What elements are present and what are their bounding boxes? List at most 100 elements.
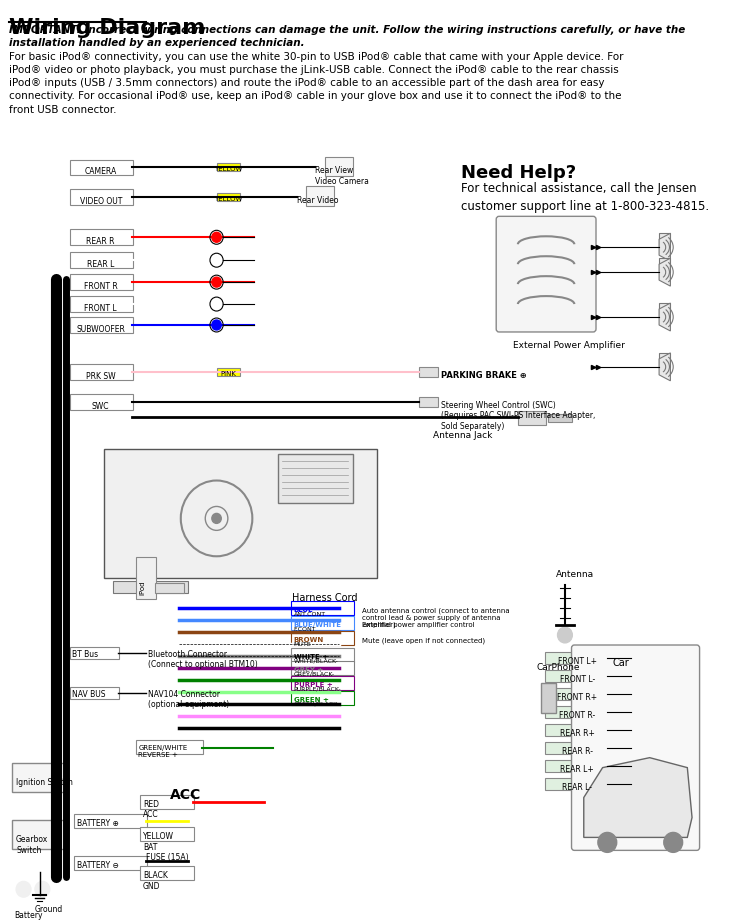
FancyBboxPatch shape — [140, 795, 194, 809]
FancyBboxPatch shape — [69, 317, 133, 333]
FancyBboxPatch shape — [291, 648, 354, 662]
Text: WHITE +: WHITE + — [294, 654, 328, 660]
Text: BLUE: BLUE — [294, 607, 313, 613]
FancyBboxPatch shape — [291, 631, 354, 645]
Bar — [113, 581, 188, 593]
Text: CarPhone: CarPhone — [537, 663, 580, 672]
Text: IMPORTANT: Incorrect wiring connections can damage the unit. Follow the wiring i: IMPORTANT: Incorrect wiring connections … — [9, 25, 686, 48]
Bar — [659, 353, 670, 367]
Text: REAR L: REAR L — [87, 260, 115, 269]
Text: MUTE: MUTE — [294, 642, 311, 647]
Text: SUBWOOFER: SUBWOOFER — [76, 325, 125, 334]
FancyBboxPatch shape — [545, 724, 609, 736]
Text: For technical assistance, call the Jensen
customer support line at 1-800-323-481: For technical assistance, call the Jense… — [461, 183, 710, 213]
FancyBboxPatch shape — [69, 687, 119, 699]
Text: Ignition Switch: Ignition Switch — [16, 777, 73, 786]
Text: PURPLE/BLACK-: PURPLE/BLACK- — [294, 687, 341, 692]
FancyBboxPatch shape — [12, 762, 68, 792]
Text: For basic iPod® connectivity, you can use the white 30-pin to USB iPod® cable th: For basic iPod® connectivity, you can us… — [9, 52, 624, 114]
Polygon shape — [584, 758, 692, 837]
FancyBboxPatch shape — [69, 189, 133, 206]
Circle shape — [212, 299, 221, 309]
Bar — [217, 194, 240, 201]
Text: ANT.CONT: ANT.CONT — [294, 612, 326, 617]
Text: FRONT L: FRONT L — [85, 304, 117, 313]
Text: REAR R+: REAR R+ — [559, 728, 595, 738]
Text: REAR L+: REAR L+ — [560, 764, 594, 774]
Text: Ground: Ground — [35, 905, 63, 915]
FancyBboxPatch shape — [69, 647, 119, 659]
Text: BT Bus: BT Bus — [72, 650, 99, 659]
Bar — [156, 584, 183, 593]
Text: FUSE (15A): FUSE (15A) — [146, 854, 189, 862]
Text: GREEN +: GREEN + — [294, 697, 328, 703]
FancyBboxPatch shape — [140, 867, 194, 881]
FancyBboxPatch shape — [545, 688, 609, 700]
Text: REAR R: REAR R — [87, 237, 115, 246]
FancyBboxPatch shape — [69, 160, 133, 175]
Circle shape — [664, 833, 683, 852]
FancyBboxPatch shape — [291, 661, 354, 675]
Text: FRONT L-: FRONT L- — [559, 675, 595, 684]
Text: BLACK
GND: BLACK GND — [143, 871, 168, 891]
Text: RED
ACC: RED ACC — [143, 799, 159, 819]
Text: Auto antenna control (connect to antenna
control lead & power supply of antenna
: Auto antenna control (connect to antenna… — [362, 607, 510, 628]
Text: BROWN: BROWN — [294, 637, 324, 643]
FancyBboxPatch shape — [545, 670, 609, 682]
Text: FRONT R-: FRONT R- — [559, 711, 595, 720]
Bar — [217, 368, 240, 376]
Text: WHITE/BLACK-: WHITE/BLACK- — [294, 659, 338, 664]
FancyBboxPatch shape — [12, 821, 68, 849]
Polygon shape — [541, 683, 556, 713]
Polygon shape — [659, 353, 670, 381]
Text: Antenna Jack: Antenna Jack — [433, 431, 492, 440]
Bar — [659, 258, 670, 272]
Circle shape — [212, 320, 221, 330]
FancyBboxPatch shape — [69, 296, 133, 312]
Polygon shape — [659, 258, 670, 286]
Bar — [217, 163, 240, 171]
FancyBboxPatch shape — [545, 760, 609, 772]
Circle shape — [16, 881, 31, 897]
Text: YELLOW
BAT: YELLOW BAT — [143, 833, 174, 852]
Text: Wiring Diagram: Wiring Diagram — [9, 18, 206, 38]
Text: GREEN/WHITE
REVERSE +: GREEN/WHITE REVERSE + — [138, 745, 188, 758]
FancyBboxPatch shape — [75, 814, 147, 829]
Circle shape — [35, 881, 50, 897]
Text: VIDEO OUT: VIDEO OUT — [79, 197, 122, 207]
FancyBboxPatch shape — [69, 364, 133, 380]
Text: REAR R-: REAR R- — [562, 747, 593, 756]
FancyBboxPatch shape — [291, 676, 354, 690]
Circle shape — [557, 627, 572, 643]
Text: REAR L-: REAR L- — [562, 783, 592, 792]
Bar — [278, 454, 353, 503]
Polygon shape — [659, 233, 670, 261]
FancyBboxPatch shape — [572, 645, 700, 850]
Circle shape — [212, 255, 221, 266]
Circle shape — [212, 514, 221, 524]
Text: BATTERY ⊖: BATTERY ⊖ — [77, 861, 119, 870]
Text: ACC: ACC — [169, 787, 201, 801]
Text: FRONT R: FRONT R — [84, 282, 118, 291]
Text: CAMERA: CAMERA — [85, 168, 117, 176]
Text: SWC: SWC — [92, 402, 109, 411]
Text: F.CONT: F.CONT — [294, 627, 316, 632]
FancyBboxPatch shape — [136, 557, 156, 599]
Text: External Power Amplifier: External Power Amplifier — [513, 341, 625, 350]
Circle shape — [212, 278, 221, 287]
Bar — [518, 410, 546, 425]
FancyBboxPatch shape — [75, 857, 147, 870]
Polygon shape — [659, 303, 670, 331]
Text: Rear View
Video Camera: Rear View Video Camera — [316, 167, 369, 186]
FancyBboxPatch shape — [103, 449, 377, 578]
Bar — [419, 396, 438, 407]
Bar — [306, 186, 334, 207]
Bar — [659, 233, 670, 247]
Text: YELLOW: YELLOW — [214, 167, 242, 172]
FancyBboxPatch shape — [140, 827, 194, 842]
Text: iPod: iPod — [140, 580, 146, 595]
FancyBboxPatch shape — [69, 230, 133, 245]
Text: GREEN/BLACK-: GREEN/BLACK- — [294, 702, 340, 707]
Text: NAV104 Connector
(optional equipment): NAV104 Connector (optional equipment) — [148, 690, 229, 709]
FancyBboxPatch shape — [291, 601, 354, 615]
